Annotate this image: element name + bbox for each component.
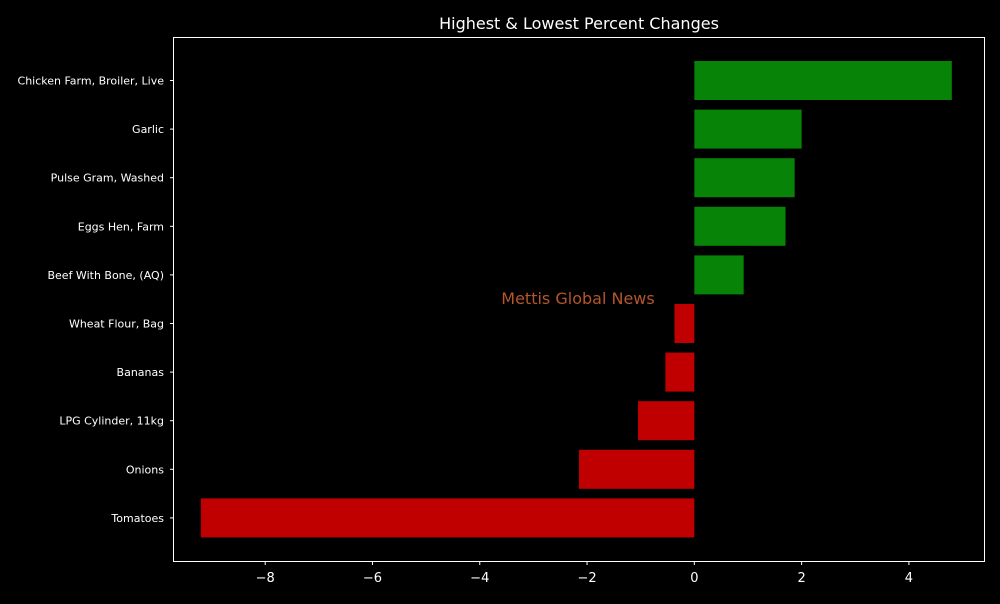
bar bbox=[674, 304, 695, 343]
x-tick-label: −2 bbox=[577, 571, 596, 586]
y-axis: Chicken Farm, Broiler, Live Garlic Pulse G… bbox=[18, 75, 174, 525]
axes-frame bbox=[173, 37, 985, 562]
bar bbox=[694, 255, 744, 295]
y-tick-label: Garlic bbox=[132, 123, 164, 136]
y-tick-label: Onions bbox=[126, 463, 164, 476]
bar bbox=[200, 498, 695, 538]
y-tick-label: LPG Cylinder, 11kg bbox=[59, 415, 164, 428]
watermark: Mettis Global News bbox=[501, 289, 654, 308]
x-tick-label: −6 bbox=[363, 571, 382, 586]
bars-layer bbox=[200, 61, 952, 538]
x-tick-label: −4 bbox=[470, 571, 489, 586]
bar bbox=[638, 401, 695, 441]
bar bbox=[579, 449, 695, 489]
y-tick-label: Chicken Farm, Broiler, Live bbox=[18, 75, 165, 88]
bar bbox=[694, 61, 952, 100]
y-tick-label: Wheat Flour, Bag bbox=[69, 318, 164, 331]
y-tick-label: Beef With Bone, (AQ) bbox=[47, 269, 164, 282]
x-tick-label: 4 bbox=[905, 571, 913, 586]
y-tick-label: Tomatoes bbox=[110, 512, 164, 525]
x-axis: −8 −6 −4 −2 0 2 4 bbox=[256, 561, 913, 586]
y-tick-label: Bananas bbox=[117, 366, 165, 379]
x-tick-label: −8 bbox=[256, 571, 275, 586]
bar bbox=[694, 109, 802, 149]
y-tick-label: Pulse Gram, Washed bbox=[51, 172, 164, 185]
bar bbox=[694, 158, 795, 198]
y-tick-label: Eggs Hen, Farm bbox=[78, 220, 164, 233]
bar bbox=[694, 206, 786, 246]
x-tick-label: 2 bbox=[797, 571, 805, 586]
x-tick-label: 0 bbox=[690, 571, 698, 586]
chart-title: Highest & Lowest Percent Changes bbox=[439, 14, 719, 33]
bar bbox=[665, 352, 695, 392]
